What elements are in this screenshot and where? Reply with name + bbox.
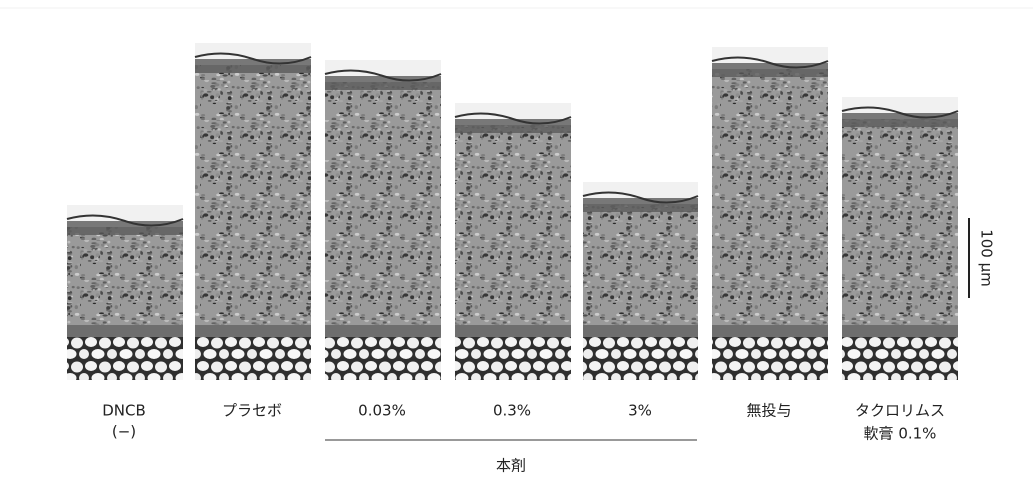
- panel-label: 3%: [628, 402, 652, 420]
- panels: [67, 43, 958, 380]
- dermis: [325, 82, 441, 335]
- histology-panel: [67, 205, 183, 380]
- fat-layer: [325, 337, 441, 380]
- muscle-layer: [67, 325, 183, 337]
- epidermis: [583, 198, 698, 212]
- dermis: [455, 125, 571, 335]
- dermis: [67, 227, 183, 335]
- epidermis: [195, 59, 311, 73]
- panel-label: 軟膏 0.1%: [864, 425, 937, 443]
- dermis: [842, 119, 958, 335]
- muscle-layer: [195, 325, 311, 337]
- panel-label: 無投与: [746, 402, 791, 420]
- fat-layer: [455, 337, 571, 380]
- histology-panel: [195, 43, 311, 380]
- muscle-layer: [325, 325, 441, 337]
- histology-panel: [455, 103, 571, 380]
- figure: DNCB (−) プラセボ 0.03% 0.3% 3% 無投与 タクロリムス 軟…: [0, 0, 1033, 497]
- group-label: 本剤: [496, 457, 526, 475]
- muscle-layer: [842, 325, 958, 337]
- fat-layer: [583, 337, 698, 380]
- histology-panel: [325, 60, 441, 380]
- histology-panel: [712, 47, 828, 380]
- fat-layer: [195, 337, 311, 380]
- panel-label: プラセボ: [222, 402, 282, 420]
- panel-label: DNCB: [102, 402, 146, 420]
- dermis: [195, 65, 311, 335]
- dermis: [583, 204, 698, 335]
- scale-bar-label: 100 μm: [978, 229, 996, 287]
- muscle-layer: [712, 325, 828, 337]
- histology-panel: [583, 182, 698, 380]
- panel-label: (−): [112, 423, 136, 441]
- fat-layer: [712, 337, 828, 380]
- fat-layer: [842, 337, 958, 380]
- panel-label: タクロリムス: [855, 402, 945, 420]
- dermis: [712, 69, 828, 335]
- epidermis: [67, 221, 183, 235]
- muscle-layer: [583, 325, 698, 337]
- panel-label: 0.03%: [358, 402, 406, 420]
- epidermis: [712, 63, 828, 77]
- epidermis: [325, 76, 441, 90]
- muscle-layer: [455, 325, 571, 337]
- epidermis: [455, 119, 571, 133]
- fat-layer: [67, 337, 183, 380]
- histology-panel: [842, 97, 958, 380]
- panel-label: 0.3%: [493, 402, 531, 420]
- epidermis: [842, 113, 958, 127]
